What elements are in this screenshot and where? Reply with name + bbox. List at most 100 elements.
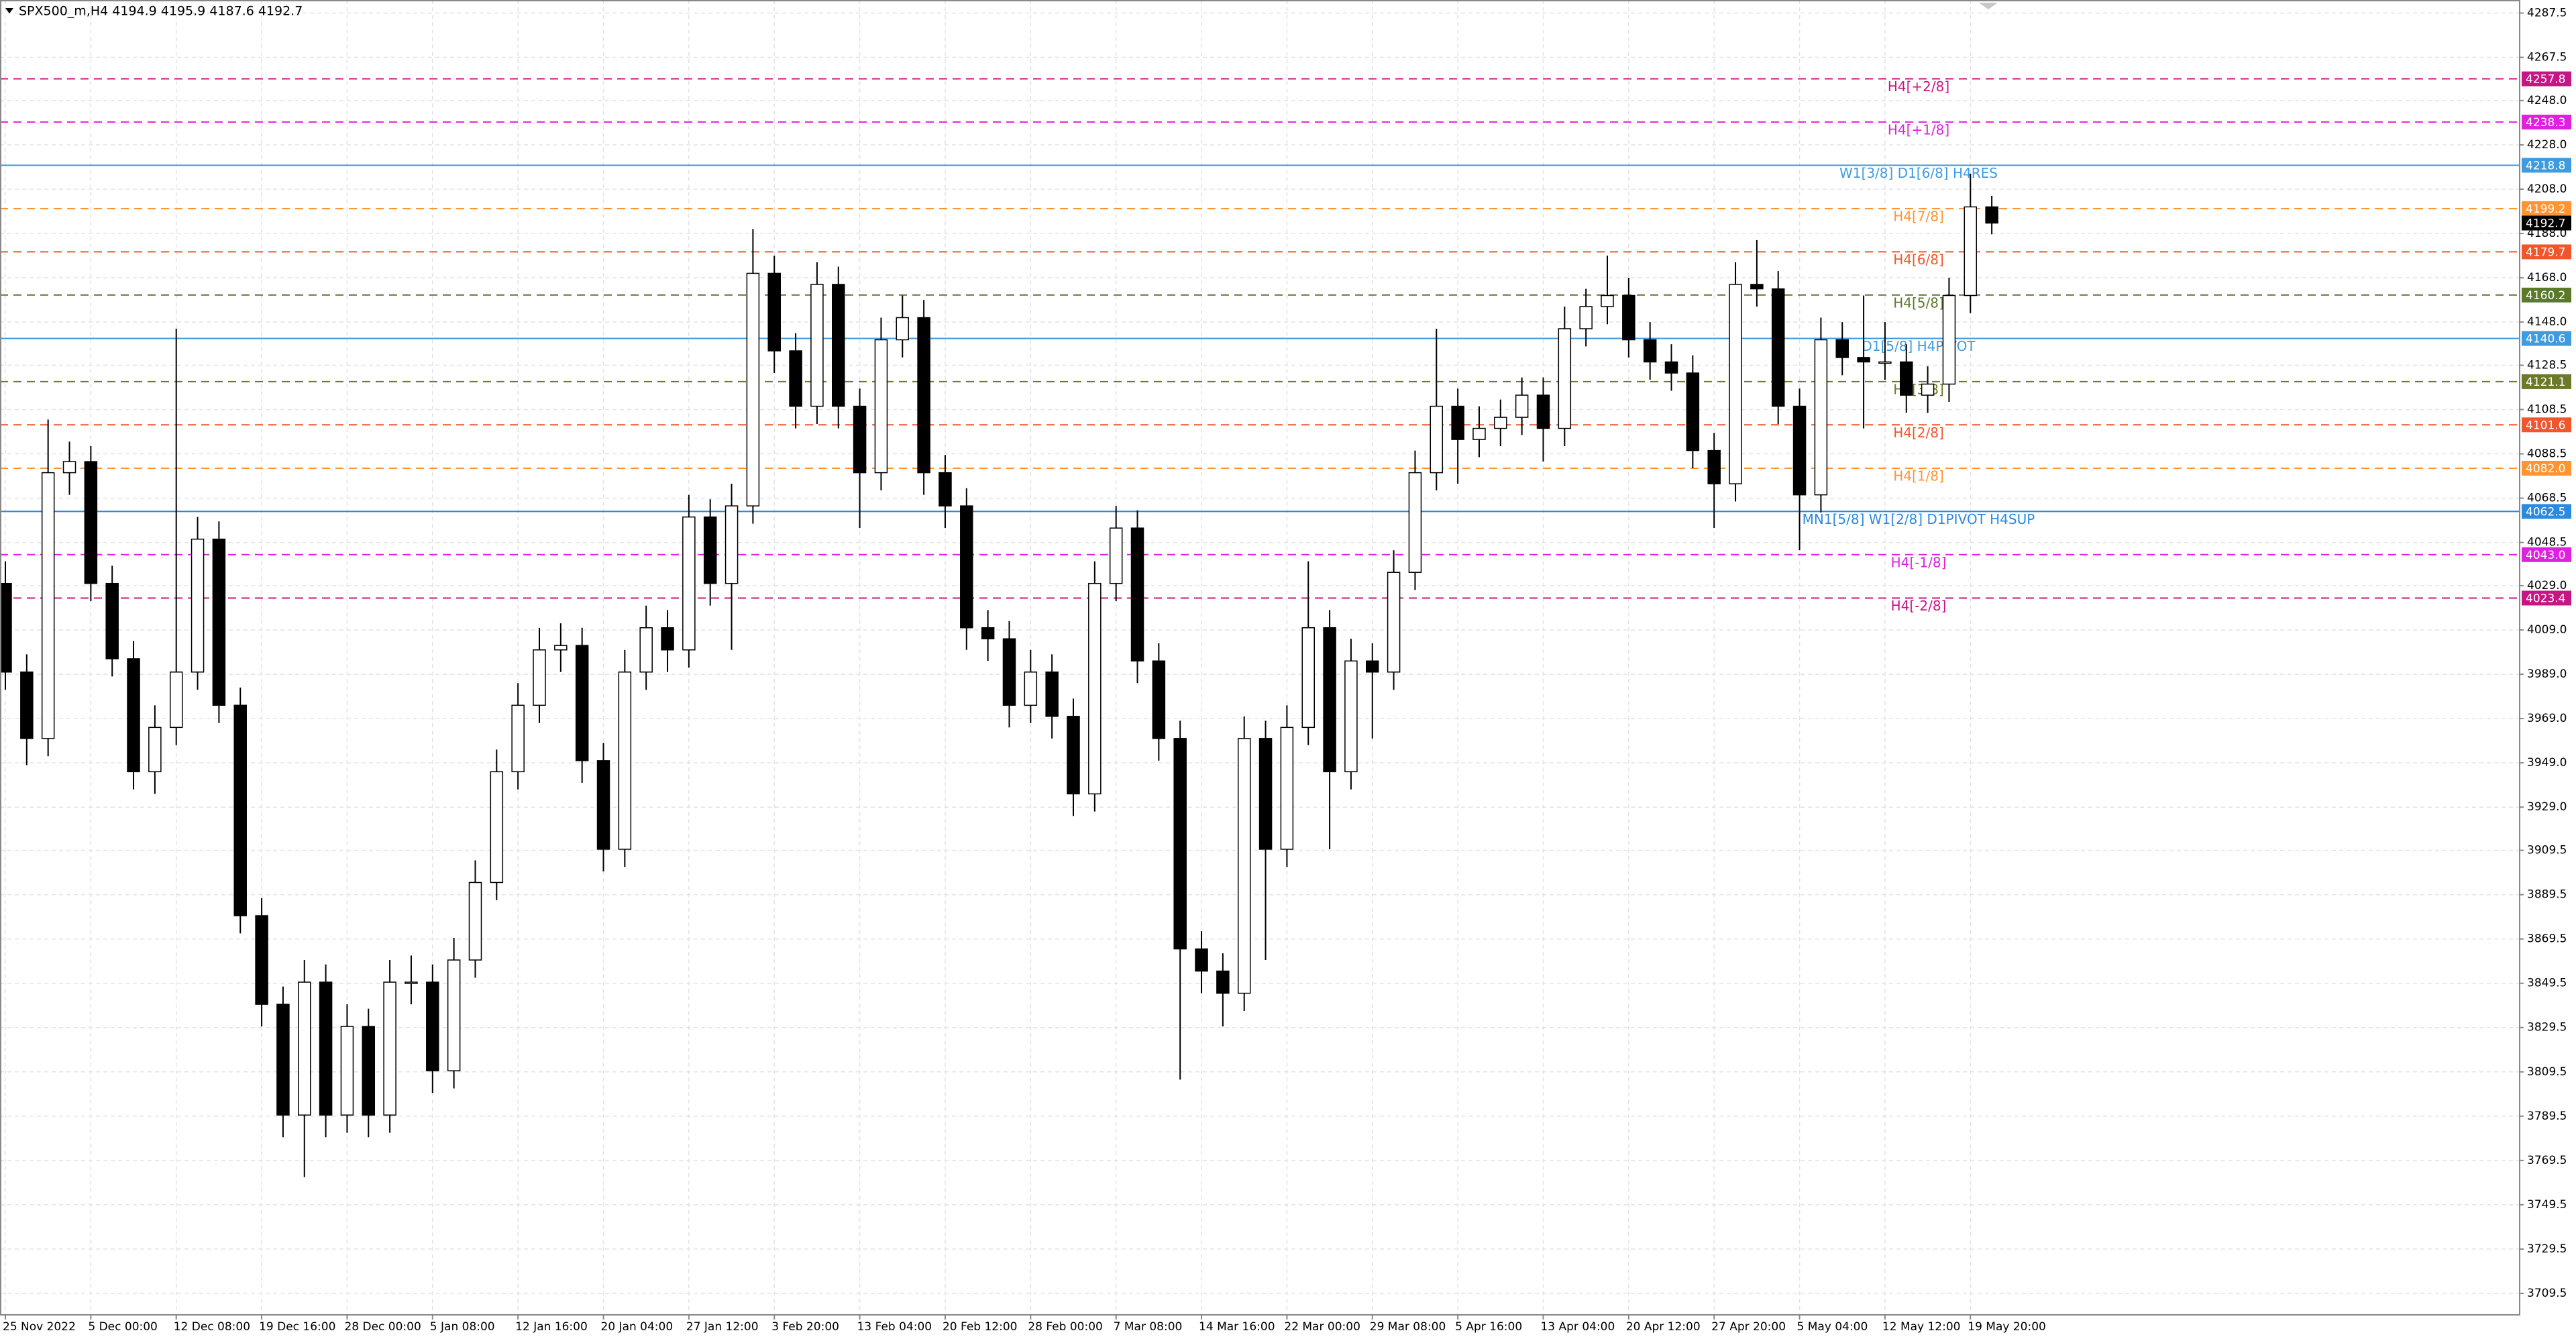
candle-body — [405, 981, 418, 984]
candle-body — [1985, 206, 1998, 224]
candle-body — [1387, 572, 1401, 673]
x-tick-label: 19 May 20:00 — [1968, 1320, 2046, 1334]
candle-body — [1323, 627, 1336, 773]
candle-body — [1536, 394, 1550, 429]
candle-body — [618, 672, 632, 850]
candle-body — [255, 915, 268, 1005]
x-tick-label: 29 Mar 08:00 — [1370, 1320, 1446, 1334]
candle-body — [511, 704, 525, 773]
candle-body — [661, 627, 674, 651]
candle-body — [1942, 294, 1956, 385]
candle-body — [490, 771, 504, 883]
y-tick-label: 3889.5 — [2527, 888, 2567, 902]
candle-body — [1792, 405, 1807, 496]
candle-body — [533, 649, 546, 706]
level-label: H4[-2/8] — [1891, 598, 1947, 614]
candle-body — [1216, 970, 1230, 994]
candle-body — [1237, 738, 1251, 994]
level-price-label: 4043.0 — [2526, 549, 2565, 562]
y-tick-label: 4108.5 — [2527, 403, 2567, 417]
candle-body — [1067, 716, 1080, 795]
level-price-box — [2522, 71, 2571, 87]
candle-body — [1771, 288, 1785, 407]
candle-body — [1130, 527, 1144, 662]
candle-body — [917, 317, 930, 474]
candle-body — [319, 981, 333, 1116]
candle-body — [1173, 738, 1187, 950]
candle-body — [938, 472, 952, 506]
level-label: H4[7/8] — [1893, 209, 1944, 225]
level-price-label: 4140.6 — [2526, 333, 2565, 346]
candle-body — [340, 1026, 354, 1116]
y-tick-label: 3969.0 — [2527, 712, 2567, 725]
candle-body — [1301, 627, 1315, 729]
candle-body — [981, 627, 995, 640]
x-tick-label: 5 May 04:00 — [1797, 1320, 1868, 1334]
candle-body — [1643, 339, 1657, 363]
y-tick-label: 3789.5 — [2527, 1110, 2567, 1123]
x-tick-label: 12 Jan 16:00 — [515, 1320, 588, 1334]
level-price-box — [2522, 547, 2571, 562]
x-tick-label: 7 Mar 08:00 — [1114, 1320, 1183, 1334]
y-tick-label: 4068.5 — [2527, 492, 2567, 505]
level-label: H4[+1/8] — [1888, 121, 1949, 138]
y-tick-label: 4168.0 — [2527, 271, 2567, 284]
candle-body — [1195, 948, 1208, 972]
candle-body — [575, 645, 589, 761]
candle-body — [1494, 417, 1507, 429]
candle-body — [1002, 638, 1016, 706]
candle-body — [1515, 394, 1529, 418]
candle-body — [62, 461, 76, 474]
level-label: H4[+2/8] — [1888, 78, 1949, 95]
x-tick-label: 5 Apr 16:00 — [1455, 1320, 1522, 1334]
candle-body — [298, 981, 311, 1116]
y-tick-label: 3909.5 — [2527, 844, 2567, 857]
candle-body — [1408, 472, 1422, 573]
level-price-box — [2522, 158, 2571, 173]
candle-body — [1280, 727, 1294, 850]
candle-body — [746, 272, 760, 506]
candle-body — [1451, 405, 1464, 440]
x-tick-label: 27 Apr 20:00 — [1711, 1320, 1786, 1334]
x-tick-label: 20 Jan 04:00 — [601, 1320, 674, 1334]
level-label: H4[-1/8] — [1891, 554, 1947, 570]
candle-body — [1558, 328, 1572, 429]
candle-body — [703, 516, 717, 584]
y-tick-label: 4287.5 — [2527, 6, 2567, 19]
level-price-box — [2522, 244, 2571, 260]
level-label: H4[2/8] — [1893, 425, 1944, 441]
grid — [0, 0, 2519, 1315]
candle-body — [1921, 383, 1935, 396]
level-price-box — [2522, 201, 2571, 217]
y-tick-label: 3949.0 — [2527, 756, 2567, 769]
y-tick-label: 3729.5 — [2527, 1242, 2567, 1256]
candle-body — [1579, 306, 1593, 329]
candle-body — [853, 405, 867, 474]
candle-body — [1601, 294, 1614, 307]
y-tick-label: 3929.0 — [2527, 800, 2567, 814]
level-price-label: 4082.0 — [2526, 462, 2565, 476]
candle-body — [1366, 660, 1379, 673]
menu-arrow[interactable] — [5, 8, 13, 13]
candle-body — [0, 582, 12, 673]
candle-body — [1900, 361, 1913, 396]
x-tick-label: 13 Feb 04:00 — [857, 1320, 932, 1334]
y-tick-label: 3989.0 — [2527, 667, 2567, 681]
candle-body — [554, 645, 568, 651]
x-tick-label: 13 Apr 04:00 — [1540, 1320, 1615, 1334]
y-tick-label: 3869.5 — [2527, 932, 2567, 946]
candle-body — [1964, 206, 1978, 297]
x-tick-label: 19 Dec 16:00 — [259, 1320, 335, 1334]
plot-frame — [0, 0, 2520, 1316]
x-tick-label: 22 Mar 00:00 — [1284, 1320, 1360, 1334]
y-tick-label: 4267.5 — [2527, 51, 2567, 64]
candle-body — [191, 538, 205, 673]
candle-body — [1686, 372, 1700, 451]
candle-body — [1750, 284, 1764, 290]
shift-marker — [1979, 3, 1998, 9]
current-price-label: 4192.7 — [2526, 217, 2565, 231]
candle-body — [148, 727, 162, 773]
candle-body — [896, 317, 910, 341]
candle-body — [1729, 284, 1742, 484]
